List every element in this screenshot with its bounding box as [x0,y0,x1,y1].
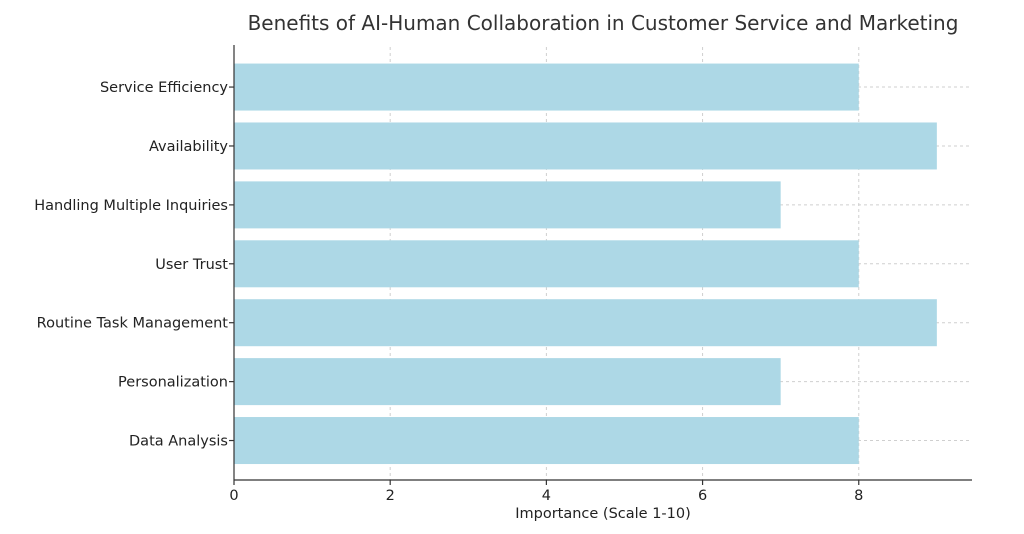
category-label: Availability [149,139,228,155]
x-ticks: 0 2 4 6 8 [229,86,863,504]
bar [234,240,859,288]
bar [234,122,937,170]
bar [234,417,859,465]
bar [234,358,781,406]
category-label: Service Efficiency [100,80,228,96]
axes [233,45,972,481]
x-tick-label: 6 [698,488,707,504]
chart-title: Benefits of AI-Human Collaboration in Cu… [248,11,959,35]
category-label: User Trust [155,257,228,273]
category-label: Data Analysis [129,434,228,450]
x-tick-label: 2 [386,488,395,504]
category-label: Personalization [118,375,228,391]
bar [234,181,781,229]
x-tick-label: 0 [229,488,238,504]
bar [234,299,937,347]
x-tick-label: 4 [542,488,551,504]
bar [234,63,859,111]
x-tick-label: 8 [854,488,863,504]
category-label: Routine Task Management [37,316,229,332]
x-axis-title: Importance (Scale 1-10) [515,506,691,522]
category-labels: Service Efficiency Availability Handling M… [34,80,228,449]
category-label: Handling Multiple Inquiries [34,198,228,214]
bars [234,63,937,465]
